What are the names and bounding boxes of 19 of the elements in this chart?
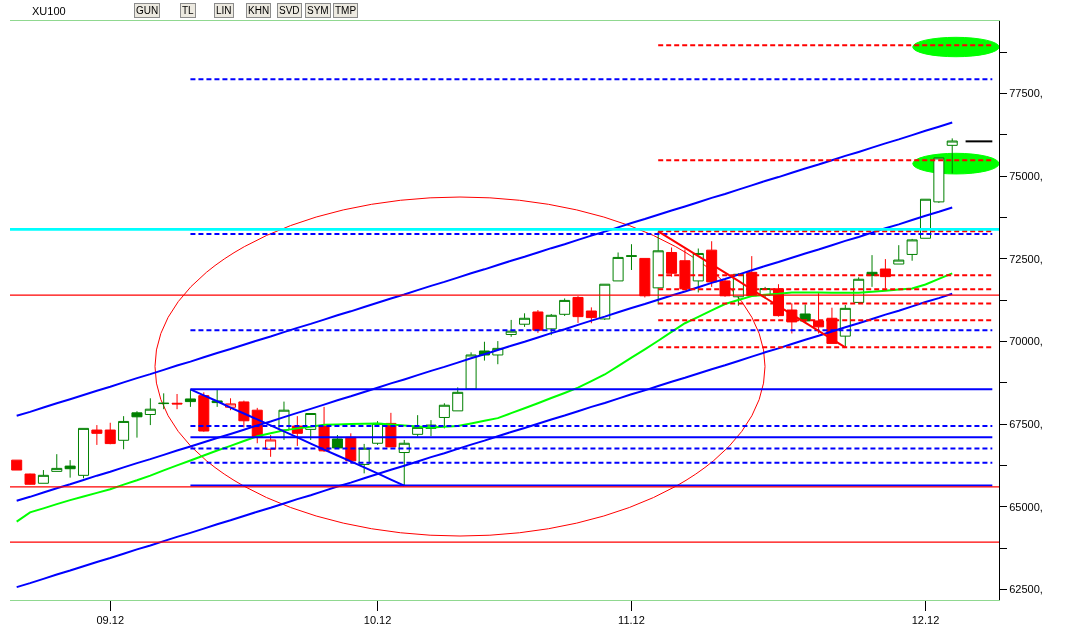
chart-title: XU100 — [32, 4, 66, 17]
y-tick-label: 75000, — [1009, 169, 1043, 182]
y-tick-label: 72500, — [1009, 252, 1043, 265]
text: SVD — [279, 5, 300, 16]
y-tick-label: 67500, — [1009, 417, 1043, 430]
y-tick-label: 70000, — [1009, 335, 1043, 348]
x-tick-label: 10.12 — [363, 614, 392, 627]
y-tick-label: 65000, — [1009, 500, 1043, 513]
y-tick-label: 77500, — [1009, 87, 1043, 100]
x-tick-label: 09.12 — [96, 614, 125, 627]
x-tick-label: 11.12 — [618, 614, 645, 627]
text: TMP — [335, 5, 357, 16]
x-tick-label: 12.12 — [911, 614, 940, 627]
text: KHN — [248, 5, 270, 16]
text: LIN — [216, 5, 232, 16]
text: SYM — [307, 5, 329, 16]
text: TL — [182, 5, 195, 16]
y-tick-label: 62500, — [1009, 583, 1043, 596]
text: GUN — [136, 5, 159, 16]
